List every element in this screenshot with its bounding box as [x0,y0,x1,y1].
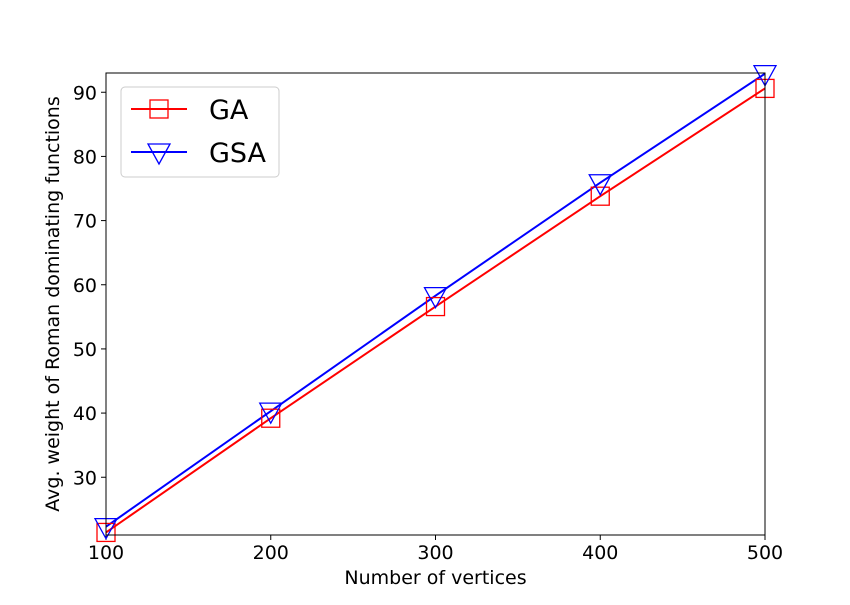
data-point-gsa [588,174,613,197]
y-tick-label: 50 [73,339,97,361]
plot-frame [105,72,766,536]
legend-marker-gsa [146,143,172,166]
legend-label-gsa: GSA [209,138,267,169]
data-point-gsa [752,64,778,87]
series-line-gsa [106,73,765,528]
ticks-layer: 100 200 300 400 500 30 40 50 60 70 80 90 [73,82,783,564]
y-tick-label: 30 [73,467,97,489]
data-point-gsa [258,402,283,425]
y-tick-label: 60 [73,275,97,297]
y-tick-label: 80 [73,146,97,168]
legend: GA GSA [120,86,280,178]
x-tick-label: 200 [253,542,289,564]
x-tick-label: 400 [582,542,618,564]
data-point-ga [425,296,446,317]
x-tick-label: 500 [747,542,783,564]
x-tick-label: 300 [417,542,453,564]
x-axis-label: Number of vertices [344,567,526,589]
y-tick-label: 90 [73,82,97,104]
data-point-ga [590,186,610,206]
data-point-ga [261,408,281,428]
legend-marker-ga [149,99,169,119]
legend-label-ga: GA [209,95,249,126]
y-tick-label: 40 [73,403,97,425]
y-tick-label: 70 [73,211,97,233]
x-tick-label: 100 [88,542,124,564]
data-point-gsa [423,287,448,310]
y-axis-label: Avg. weight of Roman dominating function… [42,96,64,511]
